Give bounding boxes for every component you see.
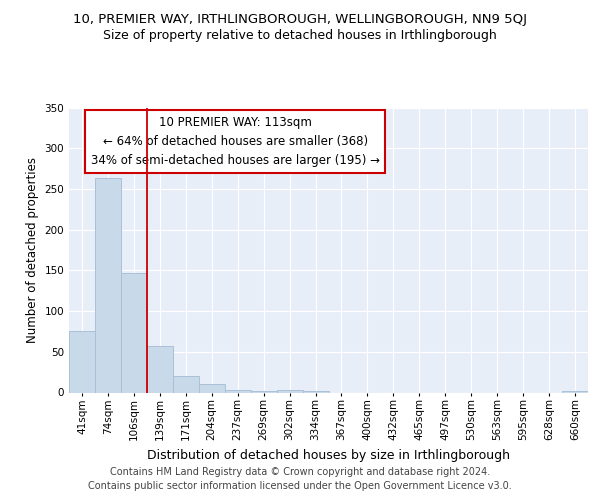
Text: 10 PREMIER WAY: 113sqm
← 64% of detached houses are smaller (368)
34% of semi-de: 10 PREMIER WAY: 113sqm ← 64% of detached…	[91, 116, 380, 167]
Text: Size of property relative to detached houses in Irthlingborough: Size of property relative to detached ho…	[103, 29, 497, 42]
Bar	[562, 391, 588, 392]
X-axis label: Distribution of detached houses by size in Irthlingborough: Distribution of detached houses by size …	[147, 448, 510, 462]
Bar	[121, 273, 147, 392]
Bar	[251, 391, 277, 392]
Text: Contains HM Land Registry data © Crown copyright and database right 2024.
Contai: Contains HM Land Registry data © Crown c…	[88, 467, 512, 491]
Bar	[69, 332, 95, 392]
Y-axis label: Number of detached properties: Number of detached properties	[26, 157, 39, 343]
Text: 10, PREMIER WAY, IRTHLINGBOROUGH, WELLINGBOROUGH, NN9 5QJ: 10, PREMIER WAY, IRTHLINGBOROUGH, WELLIN…	[73, 12, 527, 26]
Bar	[225, 390, 251, 392]
Bar	[277, 390, 302, 392]
Bar	[147, 346, 173, 393]
Bar	[199, 384, 224, 392]
Bar	[95, 178, 121, 392]
Bar	[173, 376, 199, 392]
Bar	[302, 391, 329, 392]
